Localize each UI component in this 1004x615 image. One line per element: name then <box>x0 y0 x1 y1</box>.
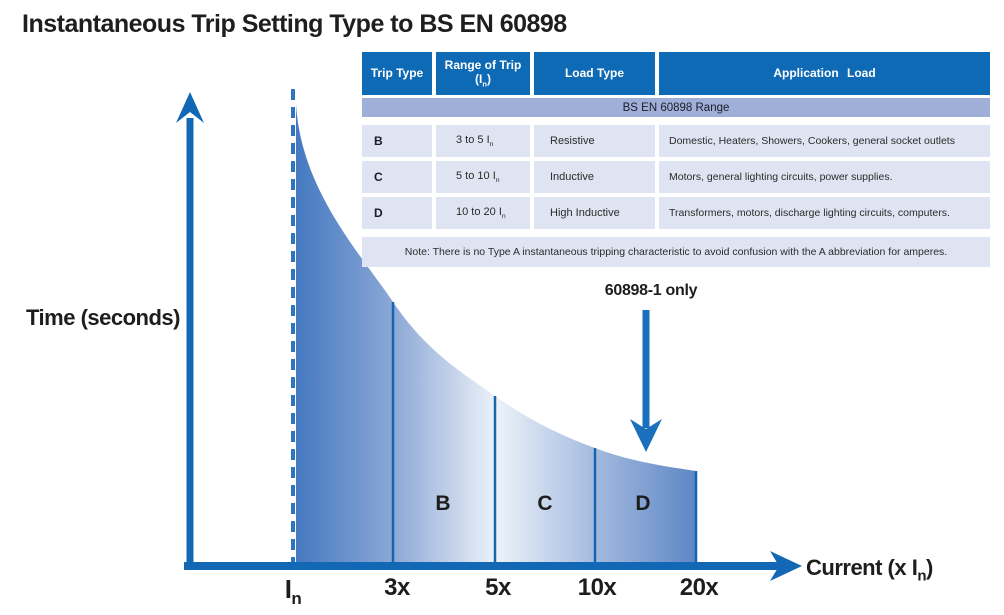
cell-range: 3 to 5 In <box>436 125 530 157</box>
trip-type-table: Trip Type Range of Trip (In) Load Type A… <box>362 52 990 267</box>
header-trip-type: Trip Type <box>362 52 432 95</box>
annotation-60898-1-only: 60898-1 only <box>604 282 698 299</box>
cell-load-type: Inductive <box>534 161 655 193</box>
y-axis-label: Time (seconds) <box>26 305 180 330</box>
x-tick-3x: 3x <box>384 574 410 601</box>
x-tick-20x: 20x <box>679 574 719 601</box>
cell-application: Motors, general lighting circuits, power… <box>659 161 990 193</box>
cell-range: 5 to 10 In <box>436 161 530 193</box>
header-load-type: Load Type <box>534 52 655 95</box>
x-tick-10x: 10x <box>577 574 617 601</box>
cell-trip-type: C <box>362 161 432 193</box>
cell-trip-type: B <box>362 125 432 157</box>
region-boundary-lines <box>391 302 698 563</box>
cell-load-type: Resistive <box>534 125 655 157</box>
x-axis <box>184 551 802 581</box>
header-range-of-trip: Range of Trip (In) <box>436 52 530 95</box>
x-axis-label: Current (x In) <box>806 555 933 585</box>
trip-curve-area <box>296 104 696 563</box>
x-tick-in: In <box>284 574 302 609</box>
annotation-arrow-icon <box>630 310 662 452</box>
table-band-bs-en-range: BS EN 60898 Range <box>362 98 990 117</box>
region-label-d: D <box>635 492 651 515</box>
page-title: Instantaneous Trip Setting Type to BS EN… <box>22 10 567 38</box>
cell-application: Domestic, Heaters, Showers, Cookers, gen… <box>659 125 990 157</box>
region-label-c: C <box>537 492 553 515</box>
cell-load-type: High Inductive <box>534 197 655 229</box>
cell-range: 10 to 20 In <box>436 197 530 229</box>
y-axis <box>176 92 204 570</box>
x-tick-5x: 5x <box>485 574 511 601</box>
cell-trip-type: D <box>362 197 432 229</box>
table-row-b: B 3 to 5 In Resistive Domestic, Heaters,… <box>362 125 990 157</box>
header-application-load: Application Load <box>659 52 990 95</box>
table-note: Note: There is no Type A instantaneous t… <box>362 237 990 267</box>
region-label-b: B <box>435 492 451 515</box>
table-row-d: D 10 to 20 In High Inductive Transformer… <box>362 197 990 229</box>
table-row-c: C 5 to 10 In Inductive Motors, general l… <box>362 161 990 193</box>
table-header-row: Trip Type Range of Trip (In) Load Type A… <box>362 52 990 95</box>
y-axis-arrow-icon <box>176 92 204 123</box>
cell-application: Transformers, motors, discharge lighting… <box>659 197 990 229</box>
x-axis-arrow-icon <box>770 551 802 581</box>
